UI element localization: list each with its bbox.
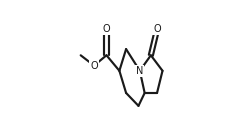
Text: O: O (103, 25, 110, 34)
Text: O: O (90, 61, 98, 71)
Text: O: O (153, 25, 161, 34)
Text: N: N (136, 66, 144, 76)
